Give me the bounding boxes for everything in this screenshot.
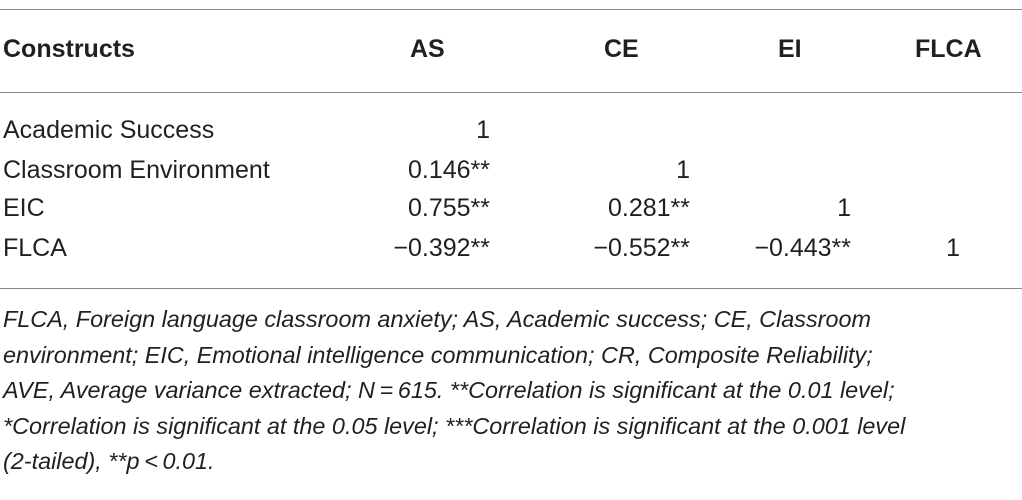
header-flca: FLCA [915,35,982,63]
row-label: Academic Success [3,116,215,144]
footnote-line: AVE, Average variance extracted; N = 615… [3,377,895,403]
cell-ce: −0.552** [593,234,690,262]
header-ei: EI [778,35,802,63]
cell-as: 1 [476,116,490,144]
header-ce: CE [604,35,639,63]
table-header-rule [0,92,1022,93]
cell-as: 0.146** [407,156,490,184]
cell-ei: 1 [837,194,851,222]
table-bottom-rule [0,288,1022,289]
footnote-line: environment; EIC, Emotional intelligence… [3,341,873,368]
table-row: FLCA −0.392** −0.552** −0.443** 1 [0,229,1022,269]
footnote-line: (2-tailed), **p < 0.01. [3,448,215,474]
cell-as: −0.392** [393,234,490,262]
footnote-line: *Correlation is significant at the 0.05 … [3,412,906,439]
cell-ce: 1 [676,156,690,184]
header-constructs: Constructs [3,35,135,63]
table-top-rule [0,9,1022,10]
cell-as: 0.755** [407,194,490,222]
row-label: Classroom Environment [3,156,270,184]
table-row: Academic Success 1 [0,111,1022,151]
row-label: EIC [3,194,45,222]
cell-ei: −0.443** [754,234,851,262]
row-label: FLCA [3,234,67,262]
cell-ce: 0.281** [607,194,690,222]
table-row: Classroom Environment 0.146** 1 [0,151,1022,191]
cell-flca: 1 [946,234,960,262]
header-as: AS [410,35,445,63]
table-row: EIC 0.755** 0.281** 1 [0,189,1022,229]
table-footnote: FLCA, Foreign language classroom anxiety… [3,302,1019,480]
footnote-line: FLCA, Foreign language classroom anxiety… [3,306,871,332]
